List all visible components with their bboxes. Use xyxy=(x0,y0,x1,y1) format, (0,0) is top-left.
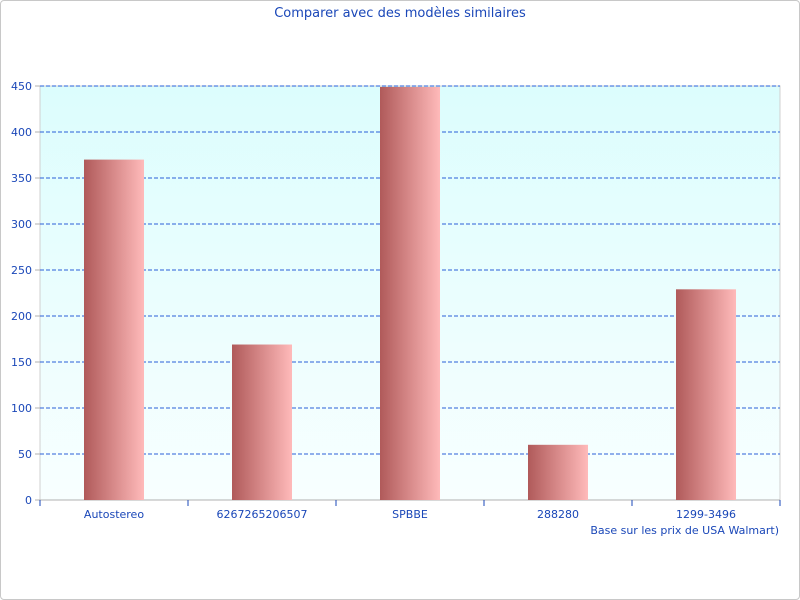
x-tick-label: SPBBE xyxy=(392,508,428,521)
chart-title: Comparer avec des modèles similaires xyxy=(274,6,526,21)
y-tick-label: 450 xyxy=(11,80,32,93)
y-tick-label: 200 xyxy=(11,310,32,323)
y-tick-label: 250 xyxy=(11,264,32,277)
x-tick-label: 1299-3496 xyxy=(676,508,736,521)
bar-Autostereo xyxy=(84,159,144,500)
x-tick-label: Autostereo xyxy=(84,508,144,521)
y-tick-label: 100 xyxy=(11,402,32,415)
x-tick-label: 6267265206507 xyxy=(217,508,308,521)
y-tick-label: 150 xyxy=(11,356,32,369)
y-tick-label: 0 xyxy=(25,494,32,507)
y-tick-label: 400 xyxy=(11,126,32,139)
x-tick-label: 288280 xyxy=(537,508,579,521)
bar-288280 xyxy=(528,444,588,500)
y-tick-label: 300 xyxy=(11,218,32,231)
bar-SPBBE xyxy=(380,86,440,501)
bar-6267265206507 xyxy=(232,344,292,500)
bar-1299-3496 xyxy=(676,289,736,500)
y-tick-label: 50 xyxy=(18,448,32,461)
chart-note: Base sur les prix de USA Walmart) xyxy=(590,524,779,537)
y-tick-label: 350 xyxy=(11,172,32,185)
